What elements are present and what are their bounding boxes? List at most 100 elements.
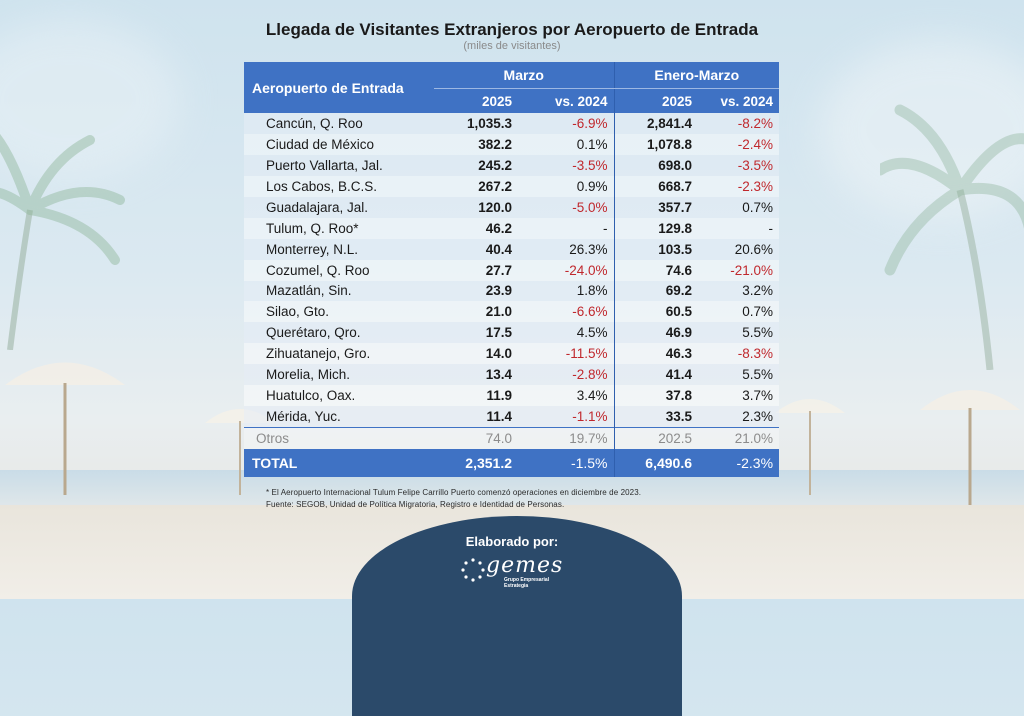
change-cell: 0.7%	[698, 196, 780, 218]
footnote-tulum: * El Aeropuerto Internacional Tulum Feli…	[266, 488, 642, 497]
change-cell: -	[698, 217, 780, 239]
change-cell: -1.5%	[518, 449, 615, 478]
change-cell: -2.3%	[698, 449, 780, 478]
visitors-table: Aeropuerto de Entrada Marzo Enero-Marzo …	[244, 62, 780, 478]
value-cell: 6,490.6	[613, 449, 699, 478]
gemes-logo: gemes Grupo Empresarial Estrategia	[460, 551, 570, 589]
value-cell: 129.8	[613, 217, 699, 239]
umbrella-mid-right-icon	[775, 399, 845, 495]
value-cell: 357.7	[613, 196, 699, 218]
footnote-source: Fuente: SEGOB, Unidad de Política Migrat…	[266, 500, 565, 509]
umbrella-left-icon	[5, 362, 125, 495]
value-cell: 11.4	[434, 406, 518, 428]
change-cell: 19.7%	[518, 427, 615, 450]
chart-subtitle: (miles de visitantes)	[463, 40, 561, 52]
table-row: Mazatlán, Sin. 23.9 1.8% 69.2 3.2%	[244, 280, 780, 302]
change-cell: -2.3%	[698, 175, 780, 197]
change-cell: -	[518, 217, 615, 239]
value-cell: 267.2	[434, 175, 518, 197]
value-cell: 245.2	[434, 154, 518, 176]
logo-dots-icon	[461, 558, 485, 582]
table-row: Cozumel, Q. Roo 27.7 -24.0% 74.6 -21.0%	[244, 259, 780, 281]
value-cell: 46.2	[434, 217, 518, 239]
value-cell: 13.4	[434, 364, 518, 386]
value-cell: 698.0	[613, 154, 699, 176]
table-row: Morelia, Mich. 13.4 -2.8% 41.4 5.5%	[244, 364, 780, 386]
change-cell: 4.5%	[518, 322, 615, 344]
value-cell: 2,841.4	[613, 113, 699, 134]
change-cell: -6.9%	[518, 113, 615, 134]
palm-left-icon	[0, 133, 125, 350]
table-row: Cancún, Q. Roo 1,035.3 -6.9% 2,841.4 -8.2%	[244, 113, 780, 134]
table-row-total: TOTAL 2,351.2 -1.5% 6,490.6 -2.3%	[244, 449, 780, 478]
value-cell: 40.4	[434, 238, 518, 260]
change-cell: 3.7%	[698, 385, 780, 407]
value-cell: 74.0	[434, 427, 518, 450]
change-cell: -11.5%	[518, 343, 615, 365]
umbrella-right-icon	[920, 390, 1020, 505]
column-header-mar-2025: 2025	[434, 88, 518, 113]
airport-name-cell: Tulum, Q. Roo*	[244, 217, 434, 239]
airport-name-cell: Morelia, Mich.	[244, 364, 434, 386]
palm-right-icon	[880, 104, 1024, 370]
logo-wordmark: gemes	[486, 553, 564, 578]
value-cell: 33.5	[613, 406, 699, 428]
value-cell: 11.9	[434, 385, 518, 407]
value-cell: 46.9	[613, 322, 699, 344]
table-row: Huatulco, Oax. 11.9 3.4% 37.8 3.7%	[244, 385, 780, 407]
chart-title: Llegada de Visitantes Extranjeros por Ae…	[265, 20, 759, 39]
value-cell: 21.0	[434, 301, 518, 323]
change-cell: 0.9%	[518, 175, 615, 197]
change-cell: -2.4%	[698, 133, 780, 155]
change-cell: 20.6%	[698, 238, 780, 260]
airport-name-cell: Monterrey, N.L.	[244, 238, 434, 260]
change-cell: 2.3%	[698, 406, 780, 428]
change-cell: -8.3%	[698, 343, 780, 365]
airport-name-cell: Mérida, Yuc.	[244, 406, 434, 428]
column-group-enero-marzo: Enero-Marzo	[613, 62, 780, 89]
value-cell: 14.0	[434, 343, 518, 365]
value-cell: 202.5	[613, 427, 699, 450]
table-row-otros: Otros 74.0 19.7% 202.5 21.0%	[244, 427, 780, 450]
airport-name-cell: Guadalajara, Jal.	[244, 196, 434, 218]
change-cell: -2.8%	[518, 364, 615, 386]
value-cell: 103.5	[613, 238, 699, 260]
value-cell: 668.7	[613, 175, 699, 197]
airport-name-cell: TOTAL	[244, 449, 434, 478]
value-cell: 2,351.2	[434, 449, 518, 478]
change-cell: -3.5%	[518, 154, 615, 176]
airport-name-cell: Querétaro, Qro.	[244, 322, 434, 344]
table-row: Querétaro, Qro. 17.5 4.5% 46.9 5.5%	[244, 322, 780, 344]
value-cell: 23.9	[434, 280, 518, 302]
change-cell: -8.2%	[698, 113, 780, 134]
airport-name-cell: Otros	[244, 427, 434, 450]
column-header-ytd-vs: vs. 2024	[698, 88, 780, 113]
change-cell: 3.2%	[698, 280, 780, 302]
table-row: Ciudad de México 382.2 0.1% 1,078.8 -2.4%	[244, 133, 780, 155]
column-group-marzo: Marzo	[434, 62, 615, 89]
change-cell: -3.5%	[698, 154, 780, 176]
table-row: Zihuatanejo, Gro. 14.0 -11.5% 46.3 -8.3%	[244, 343, 780, 365]
table-row: Mérida, Yuc. 11.4 -1.1% 33.5 2.3%	[244, 406, 780, 428]
change-cell: 5.5%	[698, 322, 780, 344]
value-cell: 1,078.8	[613, 133, 699, 155]
value-cell: 27.7	[434, 259, 518, 281]
airport-name-cell: Silao, Gto.	[244, 301, 434, 323]
change-cell: 3.4%	[518, 385, 615, 407]
change-cell: 21.0%	[698, 427, 780, 450]
change-cell: 1.8%	[518, 280, 615, 302]
change-cell: -21.0%	[698, 259, 780, 281]
table-row: Silao, Gto. 21.0 -6.6% 60.5 0.7%	[244, 301, 780, 323]
value-cell: 120.0	[434, 196, 518, 218]
airport-name-cell: Zihuatanejo, Gro.	[244, 343, 434, 365]
change-cell: -24.0%	[518, 259, 615, 281]
value-cell: 382.2	[434, 133, 518, 155]
change-cell: -6.6%	[518, 301, 615, 323]
elaborado-label: Elaborado por:	[465, 534, 559, 549]
value-cell: 74.6	[613, 259, 699, 281]
table-row: Guadalajara, Jal. 120.0 -5.0% 357.7 0.7%	[244, 196, 780, 218]
airport-name-cell: Cancún, Q. Roo	[244, 113, 434, 134]
change-cell: 5.5%	[698, 364, 780, 386]
value-cell: 37.8	[613, 385, 699, 407]
value-cell: 46.3	[613, 343, 699, 365]
